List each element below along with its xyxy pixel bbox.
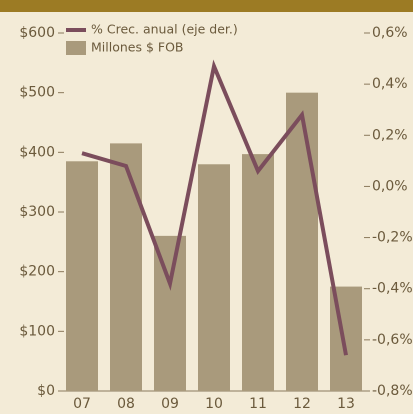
y2-tick-label: -0,2% [372, 230, 413, 246]
y2-tick-label: 0,4% [372, 76, 408, 92]
y-tick-label: $600 [19, 25, 55, 41]
legend-swatch [66, 41, 86, 55]
x-tick-label: 13 [337, 396, 355, 412]
x-tick-label: 10 [205, 396, 223, 412]
y2-tick-label: 0,0% [372, 178, 408, 194]
top-band [0, 0, 413, 12]
y-tick-label: $400 [19, 144, 55, 160]
x-tick-label: 12 [293, 396, 311, 412]
x-tick-label: 08 [117, 396, 135, 412]
y2-tick-label: -0,4% [372, 281, 413, 297]
bar [154, 235, 186, 391]
y2-tick-label: -0,6% [372, 332, 413, 348]
line [81, 59, 348, 356]
bar [66, 161, 98, 391]
y2-tick-label: 0,6% [372, 25, 408, 41]
x-tick-label: 09 [161, 396, 179, 412]
legend-label: Millones $ FOB [91, 40, 183, 55]
bar [286, 92, 318, 392]
bar [198, 164, 230, 391]
x-tick-label: 11 [249, 396, 267, 412]
y-tick-label: $300 [19, 204, 55, 220]
x-tick-label: 07 [73, 396, 91, 412]
y-tick-label: $0 [37, 383, 55, 399]
bar [242, 154, 274, 391]
y2-tick-label: -0,8% [372, 383, 413, 399]
y-tick-label: $200 [19, 264, 55, 280]
y2-tick-label: 0,2% [372, 127, 408, 143]
legend-label: % Crec. anual (eje der.) [91, 22, 238, 37]
bar [110, 143, 142, 391]
y-tick-label: $500 [19, 85, 55, 101]
y-tick-label: $100 [19, 323, 55, 339]
